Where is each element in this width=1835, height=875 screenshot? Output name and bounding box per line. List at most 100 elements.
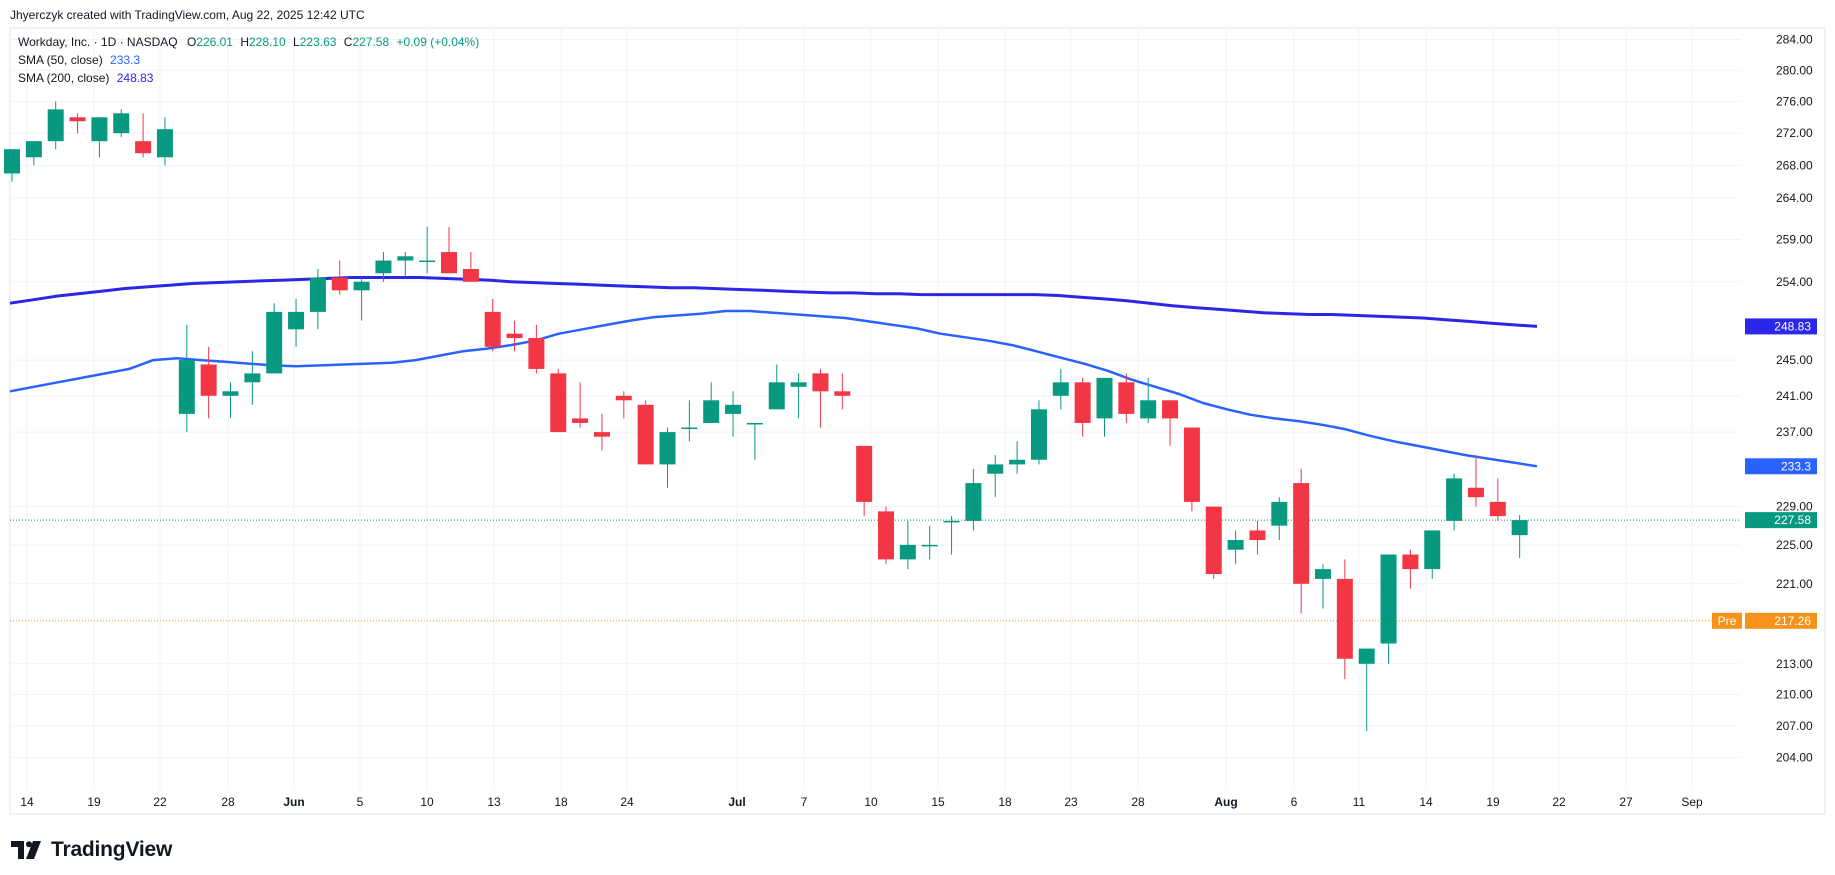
y-tick-label: 229.00: [1776, 500, 1813, 514]
candle-body: [135, 141, 152, 154]
chart-attribution: Jhyerczyk created with TradingView.com, …: [10, 8, 365, 22]
candle-body: [1446, 478, 1463, 521]
x-tick-label: 6: [1291, 795, 1298, 809]
legend-close-label: C: [343, 35, 353, 49]
sma50-price-tag-bg: [1745, 458, 1817, 475]
candle-body: [419, 260, 436, 263]
x-tick-label: 18: [998, 795, 1012, 809]
x-tick-label: 14: [1419, 795, 1433, 809]
x-tick-label: 23: [1064, 795, 1078, 809]
candles: [4, 101, 1528, 732]
legend-sma50-value: 233.3: [110, 53, 141, 67]
candle-body: [1030, 409, 1047, 460]
grid: [10, 28, 1740, 790]
candle-body: [69, 117, 86, 122]
candle-body: [200, 364, 217, 396]
candle-body: [113, 113, 130, 134]
candle-body: [1293, 483, 1310, 584]
x-tick-label: 10: [864, 795, 878, 809]
x-tick-label: 19: [87, 795, 101, 809]
x-tick-label: 13: [487, 795, 501, 809]
legend-sma50-row[interactable]: SMA (50, close) 233.3: [18, 51, 479, 69]
x-tick-label: 10: [420, 795, 434, 809]
candle-body: [1162, 400, 1179, 419]
candle-body: [725, 404, 742, 414]
x-tick-label: 15: [931, 795, 945, 809]
moving-averages: [9, 276, 1538, 468]
candle-body: [790, 382, 807, 387]
legend-sma200-label: SMA (200, close): [18, 71, 110, 85]
candle-body: [506, 333, 523, 339]
candle-body: [1074, 382, 1091, 423]
x-tick-label: 18: [554, 795, 568, 809]
candle-body: [1052, 382, 1069, 396]
premarket-price-tag-bg: [1745, 612, 1817, 629]
brand-name: TradingView: [51, 838, 173, 861]
candle-body: [878, 511, 894, 560]
time-axis[interactable]: 14 19 22 28 Jun 5 10 13 18 24 Jul 7 10 15 18 23 28 Aug 6 11…: [20, 795, 1703, 809]
x-tick-label: 28: [221, 795, 235, 809]
candle-body: [397, 256, 414, 261]
candle-body: [703, 400, 720, 423]
y-tick-label: 241.00: [1776, 389, 1813, 403]
candle-body: [572, 418, 589, 423]
candle-body: [834, 391, 851, 396]
sma50-line: [9, 309, 1538, 468]
legend-change: +0.09 (+0.04%): [396, 35, 480, 49]
candle-body: [659, 432, 676, 465]
tradingview-brand[interactable]: TradingView: [11, 838, 172, 862]
candle-body: [899, 544, 916, 560]
legend-close-value: 227.58: [352, 35, 390, 49]
x-tick-label: Jun: [283, 795, 304, 809]
x-tick-label: 14: [20, 795, 34, 809]
premarket-label: Pre: [1718, 614, 1737, 628]
y-tick-label: 276.00: [1776, 95, 1813, 109]
candle-body: [375, 260, 392, 274]
candle-body: [1315, 569, 1331, 579]
candle-body: [1183, 427, 1200, 502]
candle-body: [1467, 487, 1484, 498]
x-tick-label: Sep: [1681, 795, 1703, 809]
legend-open-value: 226.01: [196, 35, 233, 49]
candle-body: [746, 422, 763, 425]
candle-body: [462, 268, 479, 282]
y-tick-label: 221.00: [1776, 577, 1813, 591]
price-tags: 248.83 233.3 227.58 Pre 217.26: [1712, 318, 1817, 629]
x-tick-label: 7: [801, 795, 808, 809]
legend-high-label: H: [240, 35, 249, 49]
candle-body: [1380, 554, 1397, 644]
candle-body: [1140, 400, 1157, 419]
candle-body: [856, 445, 873, 502]
x-tick-label: Aug: [1214, 795, 1237, 809]
candle-body: [1227, 540, 1244, 550]
candle-body: [288, 311, 305, 330]
price-axis[interactable]: 204.00 207.00 210.00 213.00 221.00 225.00 229.…: [1776, 33, 1813, 765]
candle-body: [943, 520, 960, 523]
y-tick-label: 237.00: [1776, 425, 1813, 439]
candle-body: [25, 141, 42, 158]
candle-body: [1402, 554, 1419, 570]
legend-sma50-label: SMA (50, close): [18, 53, 103, 67]
candle-body: [266, 311, 283, 374]
y-tick-label: 254.00: [1776, 275, 1813, 289]
candle-body: [1118, 382, 1135, 414]
candle-body: [1336, 578, 1353, 659]
candle-body: [681, 427, 698, 430]
candle-body: [331, 277, 348, 291]
candle-body: [178, 360, 195, 414]
legend-sma200-row[interactable]: SMA (200, close) 248.83: [18, 69, 479, 87]
candle-body: [812, 373, 829, 392]
y-tick-label: 280.00: [1776, 63, 1813, 77]
premarket-price-tag: 217.26: [1774, 614, 1811, 628]
x-tick-label: 28: [1131, 795, 1145, 809]
y-tick-label: 213.00: [1776, 657, 1813, 671]
legend-symbol-row[interactable]: Workday, Inc. · 1D · NASDAQ O226.01 H228…: [18, 33, 479, 51]
chart-frame: [9, 27, 1826, 815]
y-tick-label: 284.00: [1776, 33, 1813, 47]
legend-low-value: 223.63: [299, 35, 337, 49]
y-tick-label: 264.00: [1776, 191, 1813, 205]
y-tick-label: 204.00: [1776, 751, 1813, 765]
candle-body: [1205, 506, 1222, 574]
candle-body: [47, 109, 64, 142]
